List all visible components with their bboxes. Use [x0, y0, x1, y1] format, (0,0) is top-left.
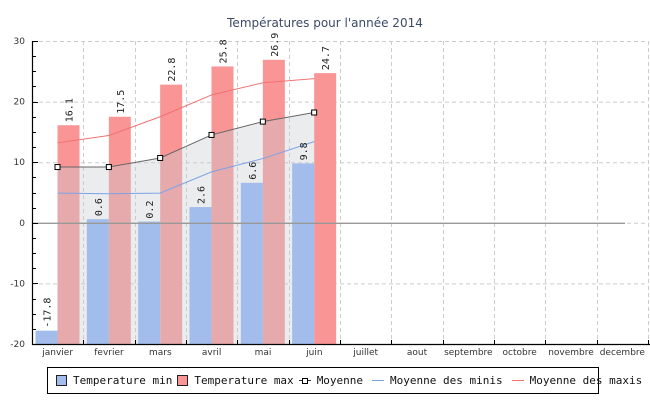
swatch-red-icon: [177, 375, 189, 386]
data-label-min: -17.8: [43, 298, 54, 328]
legend-item-moyenne: Moyenne: [298, 374, 364, 387]
bar-temperature-max: [314, 73, 337, 345]
moyenne-point-marker: [311, 109, 318, 116]
data-label-min: 6.6: [248, 162, 259, 180]
bar-temperature-min: [86, 219, 109, 344]
x-tick-label: mai: [255, 348, 272, 358]
y-tick-label: -10: [10, 279, 25, 289]
line-red-icon: [511, 380, 524, 381]
swatch-blue-icon: [56, 375, 67, 386]
data-label-max: 17.5: [116, 90, 127, 114]
line-moyenne-des-minis: [57, 141, 315, 195]
series-lines: [54, 78, 318, 195]
y-tick-label: 30: [14, 37, 26, 47]
legend-label: Moyenne des maxis: [529, 374, 643, 387]
line-blue-icon: [372, 380, 385, 381]
moyenne-point-marker: [259, 118, 266, 125]
bar-temperature-max: [262, 59, 285, 344]
legend-item-temperature-max: Temperature max: [177, 374, 294, 387]
legend-item-moyenne-minis: Moyenne des minis: [372, 374, 503, 387]
data-label-max: 16.1: [65, 98, 76, 122]
x-tick-label: juin: [305, 348, 322, 358]
axes: -20 -10 0 10 20 30 janvier fevrier mars avril mai j…: [10, 37, 650, 358]
data-labels: -17.8 0.6 0.2 2.6 6.6 9.8 16.1 17.5 22.8 25.8 26.9…: [43, 33, 333, 328]
data-label-max: 25.8: [219, 39, 230, 63]
moyenne-point-marker: [157, 154, 164, 161]
y-tick-label: 20: [14, 98, 26, 108]
legend: Temperature min Temperature max Moyenne …: [47, 367, 642, 394]
data-label-max: 26.9: [270, 33, 281, 57]
legend-label: Moyenne des minis: [390, 374, 503, 387]
line-marker-icon: [298, 378, 311, 384]
bar-temperature-max: [108, 116, 131, 344]
line-moyenne: [57, 112, 315, 168]
x-tick-label: juillet: [352, 348, 378, 358]
data-label-min: 9.8: [299, 142, 310, 160]
bar-temperature-max: [160, 84, 183, 344]
bar-temperature-max: [57, 125, 80, 344]
legend-label: Moyenne: [316, 374, 364, 387]
x-tick-label: mars: [149, 348, 172, 358]
bar-temperature-min: [189, 207, 212, 344]
bar-temperature-max: [211, 66, 234, 345]
bar-temperature-min: [292, 163, 315, 344]
chart-title: Températures pour l'année 2014: [226, 16, 423, 30]
data-label-min: 0.6: [94, 198, 105, 216]
legend-label: Temperature max: [194, 374, 294, 387]
y-tick-label: 0: [19, 219, 25, 229]
data-label-min: 0.2: [145, 201, 156, 219]
x-tick-label: fevrier: [94, 348, 124, 358]
y-tick-label: 10: [14, 158, 26, 168]
x-tick-label: octobre: [503, 348, 538, 358]
line-moyenne-des-maxis: [57, 78, 315, 144]
moyenne-point-marker: [105, 164, 112, 171]
legend-item-moyenne-maxis: Moyenne des maxis: [511, 374, 643, 387]
bar-temperature-min: [138, 221, 161, 344]
moyenne-point-marker: [54, 164, 61, 171]
data-label-max: 24.7: [321, 46, 332, 70]
x-tick-label: avril: [202, 348, 222, 358]
bar-temperature-min: [35, 330, 58, 344]
data-label-min: 2.6: [197, 186, 208, 204]
x-tick-label: novembre: [548, 348, 594, 358]
y-tick-label: -20: [10, 340, 25, 350]
legend-item-temperature-min: Temperature min: [56, 374, 172, 387]
legend-label: Temperature min: [73, 374, 173, 387]
x-tick-label: decembre: [600, 348, 646, 358]
data-label-max: 22.8: [167, 58, 178, 82]
x-tick-label: janvier: [41, 348, 73, 358]
bar-temperature-min: [240, 182, 263, 344]
x-tick-label: septembre: [444, 348, 493, 358]
moyenne-point-marker: [208, 131, 215, 138]
x-tick-label: aout: [407, 348, 428, 358]
bars-max: [57, 59, 337, 345]
